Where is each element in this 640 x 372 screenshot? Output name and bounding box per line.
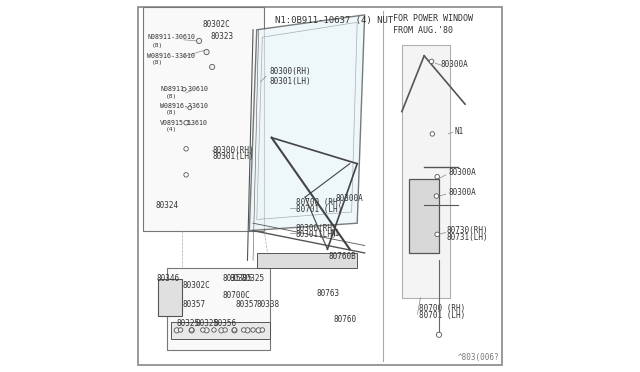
Text: (8): (8) [152, 60, 163, 65]
Circle shape [232, 328, 237, 333]
Circle shape [184, 173, 188, 177]
Circle shape [219, 328, 224, 333]
Text: N1: N1 [330, 229, 340, 238]
Text: N08911-30610: N08911-30610 [147, 34, 195, 40]
Bar [168, 268, 270, 350]
Text: 80301(LH): 80301(LH) [296, 230, 337, 239]
Circle shape [184, 121, 188, 125]
Polygon shape [402, 45, 450, 298]
Text: 80760B: 80760B [328, 251, 356, 260]
Text: 80300(RH): 80300(RH) [270, 67, 312, 76]
Circle shape [429, 59, 434, 64]
Circle shape [223, 328, 227, 332]
Text: 80357: 80357 [182, 300, 205, 309]
Polygon shape [410, 179, 439, 253]
Circle shape [188, 106, 191, 110]
Text: 80760: 80760 [333, 315, 356, 324]
Circle shape [204, 328, 209, 333]
Text: W08916-33610: W08916-33610 [147, 53, 195, 59]
Circle shape [436, 332, 442, 337]
Circle shape [435, 232, 440, 237]
Text: 80346: 80346 [156, 274, 179, 283]
Text: 80300(RH): 80300(RH) [296, 224, 337, 232]
Text: 80302C: 80302C [182, 281, 210, 290]
Text: V08915-53610: V08915-53610 [160, 120, 208, 126]
Circle shape [245, 328, 250, 333]
Text: 80300A: 80300A [336, 194, 364, 203]
Polygon shape [172, 322, 270, 339]
Polygon shape [250, 15, 365, 231]
Text: 80356: 80356 [213, 318, 236, 327]
Text: 80300A: 80300A [449, 188, 476, 197]
Circle shape [209, 64, 215, 70]
Bar [143, 7, 264, 231]
Text: 80701 (LH): 80701 (LH) [419, 311, 465, 320]
Text: 80325: 80325 [242, 274, 265, 283]
Text: 80700 (RH): 80700 (RH) [296, 198, 342, 206]
Circle shape [196, 38, 202, 44]
Text: (4): (4) [166, 127, 177, 132]
Circle shape [184, 147, 188, 151]
Text: 80731(LH): 80731(LH) [447, 233, 488, 242]
Text: 80338: 80338 [256, 300, 279, 309]
Circle shape [430, 132, 435, 136]
Circle shape [179, 328, 183, 332]
Text: 80357: 80357 [235, 300, 259, 309]
Text: W08916-33610: W08916-33610 [160, 103, 208, 109]
Text: 80730(RH): 80730(RH) [447, 225, 488, 234]
Text: N1: N1 [454, 127, 464, 136]
Text: ^803(006?: ^803(006? [458, 353, 499, 362]
Text: 80325: 80325 [230, 274, 253, 283]
Circle shape [260, 328, 264, 332]
Text: (8): (8) [152, 42, 163, 48]
Text: 80325: 80325 [177, 318, 200, 327]
Text: 80324: 80324 [156, 201, 179, 210]
Circle shape [189, 328, 194, 332]
Circle shape [189, 328, 195, 333]
Circle shape [204, 49, 209, 55]
Text: N1:0B911-10637 (4) NUT: N1:0B911-10637 (4) NUT [275, 16, 394, 25]
Circle shape [256, 328, 261, 333]
Text: 80300A: 80300A [449, 168, 476, 177]
Text: FOR POWER WINDOW
FROM AUG.'80: FOR POWER WINDOW FROM AUG.'80 [392, 14, 472, 35]
Text: (8): (8) [166, 94, 177, 99]
Text: 80300A: 80300A [441, 60, 468, 69]
Text: 80357: 80357 [222, 274, 245, 283]
Circle shape [174, 328, 179, 333]
Circle shape [434, 194, 438, 198]
Text: 80300(RH): 80300(RH) [212, 145, 253, 154]
Polygon shape [257, 253, 357, 268]
Text: 80700C: 80700C [222, 291, 250, 299]
Polygon shape [158, 279, 182, 316]
Text: 80700 (RH): 80700 (RH) [419, 304, 465, 312]
Circle shape [435, 174, 440, 179]
Circle shape [251, 328, 255, 332]
Text: 80301(LH): 80301(LH) [270, 77, 312, 86]
Circle shape [200, 328, 205, 332]
Text: 80302C: 80302C [203, 20, 230, 29]
Circle shape [182, 87, 186, 91]
Text: 80763: 80763 [316, 289, 339, 298]
Circle shape [232, 328, 237, 332]
Text: 80701 (LH): 80701 (LH) [296, 205, 342, 214]
Text: 80301(LH): 80301(LH) [212, 152, 253, 161]
Text: (8): (8) [166, 110, 177, 115]
Circle shape [241, 328, 246, 332]
Text: N08911-30610: N08911-30610 [160, 86, 208, 92]
Text: 80325: 80325 [195, 318, 218, 327]
Circle shape [212, 328, 216, 332]
Text: 80323: 80323 [211, 32, 234, 41]
